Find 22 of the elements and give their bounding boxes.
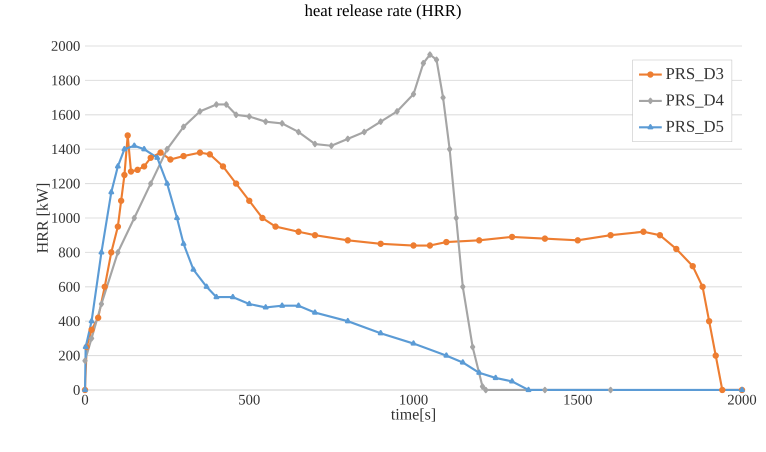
x-tick-label: 1000 (400, 394, 428, 405)
y-tick-label: 1200 (52, 178, 80, 189)
y-tick-label: 800 (58, 247, 80, 258)
chart-title: heat release rate (HRR) (304, 4, 461, 20)
x-tick-label: 2000 (728, 394, 756, 405)
y-tick-label: 600 (58, 282, 80, 292)
y-tick-label: 1800 (52, 75, 80, 86)
y-axis-title: HRR [kW] (36, 184, 50, 253)
y-tick-label: 1600 (52, 110, 80, 120)
x-tick-label: 0 (82, 394, 88, 405)
y-tick-label: 400 (58, 316, 80, 326)
y-tick-label: 1000 (52, 213, 80, 223)
x-tick-label: 1500 (564, 394, 592, 405)
y-tick-label: 0 (74, 385, 80, 395)
legend-label: PRS_D3 (666, 68, 724, 82)
y-tick-label: 2000 (52, 41, 80, 51)
x-axis-title: time[s] (390, 408, 435, 422)
y-tick-label: 1400 (52, 144, 80, 154)
legend-label: PRS_D4 (666, 94, 724, 108)
legend-label: PRS_D5 (666, 120, 724, 134)
x-tick-label: 500 (239, 394, 260, 405)
y-tick-label: 200 (58, 350, 80, 361)
